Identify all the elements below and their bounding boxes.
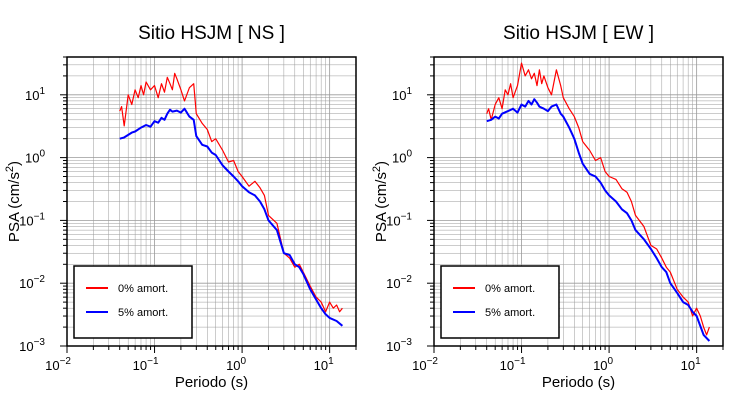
plot-frame xyxy=(433,56,724,347)
x-axis-label: Periodo (s) xyxy=(175,374,248,391)
series-line-2 xyxy=(119,107,344,327)
legend: 0% amort. 5% amort. xyxy=(73,265,193,339)
legend: 0% amort. 5% amort. xyxy=(440,265,560,339)
y-tick-label-exp: −1 xyxy=(401,211,413,222)
series-line-1 xyxy=(486,62,710,336)
y-tick-label: 100 xyxy=(392,149,412,166)
y-tick-label: 10−1 xyxy=(386,211,412,228)
x-tick-label: 10−1 xyxy=(500,356,526,373)
x-tick-label-exp: −2 xyxy=(60,356,72,367)
y-tick-label-exp: 0 xyxy=(406,149,412,160)
legend-label-2: 5% amort. xyxy=(118,307,168,319)
ticks xyxy=(60,56,357,353)
legend-label-1: 0% amort. xyxy=(485,283,535,295)
plot-frame xyxy=(66,56,357,347)
y-tick-label: 10−2 xyxy=(19,274,45,291)
x-tick-label-exp: 1 xyxy=(695,356,701,367)
x-tick-label-exp: −2 xyxy=(427,356,439,367)
y-tick-label-exp: −2 xyxy=(34,274,46,285)
y-tick-label: 100 xyxy=(25,149,45,166)
y-tick-label-exp: 0 xyxy=(39,149,45,160)
x-tick-label-exp: −1 xyxy=(147,356,159,367)
x-tick-label: 10−2 xyxy=(412,356,438,373)
y-tick-label: 101 xyxy=(25,86,45,103)
legend-box xyxy=(73,265,193,339)
x-axis-label: Periodo (s) xyxy=(542,374,615,391)
y-tick-label-exp: −3 xyxy=(401,337,413,348)
y-axis-label-tail: ) xyxy=(6,161,23,166)
y-axis-label-sup: 2 xyxy=(4,166,16,172)
legend-label-2: 5% amort. xyxy=(485,307,535,319)
y-axis-label: PSA (cm/s2) xyxy=(4,161,23,242)
legend-box xyxy=(440,265,560,339)
y-tick-label-exp: 1 xyxy=(406,86,412,97)
chart-title: Sitio HSJM [ EW ] xyxy=(503,23,654,44)
y-tick-label: 10−3 xyxy=(386,337,412,354)
x-tick-label-exp: 0 xyxy=(241,356,247,367)
y-tick-label-exp: −3 xyxy=(34,337,46,348)
x-tick-label: 101 xyxy=(314,356,334,373)
y-tick-label: 10−2 xyxy=(386,274,412,291)
y-tick-label: 10−3 xyxy=(19,337,45,354)
x-tick-label: 10−1 xyxy=(133,356,159,373)
x-tick-label-exp: 1 xyxy=(328,356,334,367)
x-tick-label-exp: 0 xyxy=(608,356,614,367)
x-tick-label: 100 xyxy=(226,356,246,373)
chart-title: Sitio HSJM [ NS ] xyxy=(138,23,285,44)
grid xyxy=(67,57,356,346)
y-tick-label: 101 xyxy=(392,86,412,103)
x-tick-label: 10−2 xyxy=(45,356,71,373)
y-axis-label: PSA (cm/s2) xyxy=(371,161,390,242)
series-line-2 xyxy=(486,98,711,342)
x-tick-label-exp: −1 xyxy=(514,356,526,367)
y-tick-label-exp: −2 xyxy=(401,274,413,285)
y-axis-label-tail: ) xyxy=(373,161,390,166)
x-tick-label: 101 xyxy=(681,356,701,373)
y-tick-label-exp: −1 xyxy=(34,211,46,222)
y-tick-label-exp: 1 xyxy=(39,86,45,97)
y-axis-label-sup: 2 xyxy=(371,166,383,172)
y-tick-label: 10−1 xyxy=(19,211,45,228)
x-tick-label: 100 xyxy=(593,356,613,373)
legend-label-1: 0% amort. xyxy=(118,283,168,295)
